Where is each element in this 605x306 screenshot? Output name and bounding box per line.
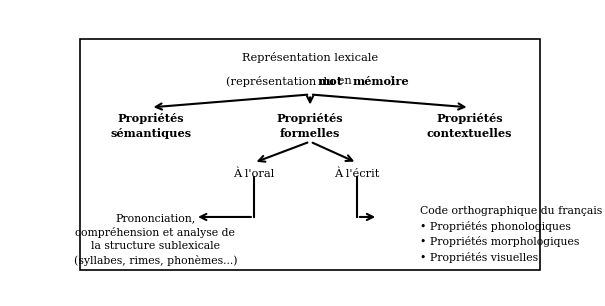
Text: Propriétés
contextuelles: Propriétés contextuelles [427,114,512,139]
FancyBboxPatch shape [80,39,540,270]
Text: mot: mot [318,76,343,87]
Text: Code orthographique du français
• Propriétés phonologiques
• Propriétés morpholo: Code orthographique du français • Propri… [420,206,603,263]
Text: Représentation lexicale: Représentation lexicale [242,52,378,63]
Text: À l'écrit: À l'écrit [334,168,380,179]
Text: en: en [333,76,355,87]
Text: Prononciation,
compréhension et analyse de
la structure sublexicale
(syllabes, r: Prononciation, compréhension et analyse … [74,213,237,266]
Text: mémoire: mémoire [353,76,410,87]
Text: À l'oral: À l'oral [233,168,275,179]
Text: ): ) [389,76,393,87]
Text: Propriétés
sémantiques: Propriétés sémantiques [110,114,191,139]
Text: Propriétés
formelles: Propriétés formelles [276,114,344,139]
Text: (représentation du: (représentation du [226,76,338,87]
